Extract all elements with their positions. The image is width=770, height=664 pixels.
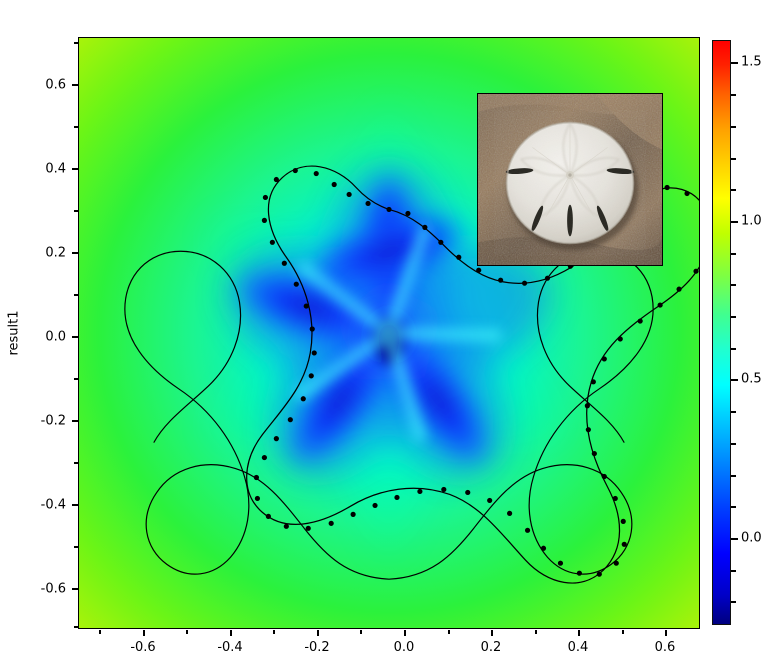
plot-axes[interactable] bbox=[78, 37, 700, 629]
ytick-label-4: -0.2 bbox=[40, 413, 66, 429]
ytick-label-2: 0.2 bbox=[45, 245, 66, 261]
cbar-label-0_5: 0.5 bbox=[741, 371, 762, 387]
ytick-label-5: -0.4 bbox=[40, 497, 66, 513]
ytick-label-3: 0.0 bbox=[45, 329, 66, 345]
cbar-label-1_0: 1.0 bbox=[741, 213, 762, 229]
xtick-label-2: -0.2 bbox=[304, 640, 330, 655]
xtick-label-5: 0.4 bbox=[567, 640, 589, 655]
cbar-label-0_0: 0.0 bbox=[741, 530, 762, 546]
ytick-label-6: -0.6 bbox=[40, 581, 66, 597]
contour-markers bbox=[253, 167, 699, 577]
colorbar[interactable] bbox=[712, 40, 731, 625]
xtick-label-4: 0.2 bbox=[480, 640, 502, 655]
xtick-label-3: 0.0 bbox=[393, 640, 415, 655]
contour-line bbox=[124, 250, 654, 580]
xtick-label-1: -0.4 bbox=[217, 640, 243, 655]
xtick-label-6: 0.6 bbox=[654, 640, 676, 655]
sand-dollar-inset-image[interactable] bbox=[477, 93, 663, 266]
xtick-label-0: -0.6 bbox=[130, 640, 156, 655]
ytick-label-1: 0.4 bbox=[45, 161, 66, 177]
cbar-label-1_5: 1.5 bbox=[741, 54, 762, 70]
ytick-label-0: 0.6 bbox=[45, 77, 66, 93]
colorbar-gradient bbox=[713, 41, 730, 624]
